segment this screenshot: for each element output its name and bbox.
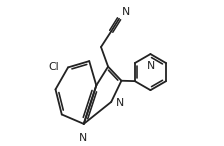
Circle shape: [64, 63, 72, 72]
Text: N: N: [121, 7, 130, 17]
Circle shape: [146, 50, 154, 58]
Text: Cl: Cl: [49, 62, 59, 72]
Circle shape: [80, 120, 88, 128]
Text: N: N: [116, 98, 124, 108]
Text: N: N: [79, 133, 87, 142]
Circle shape: [115, 15, 123, 23]
Text: N: N: [147, 61, 155, 71]
Circle shape: [107, 98, 115, 106]
